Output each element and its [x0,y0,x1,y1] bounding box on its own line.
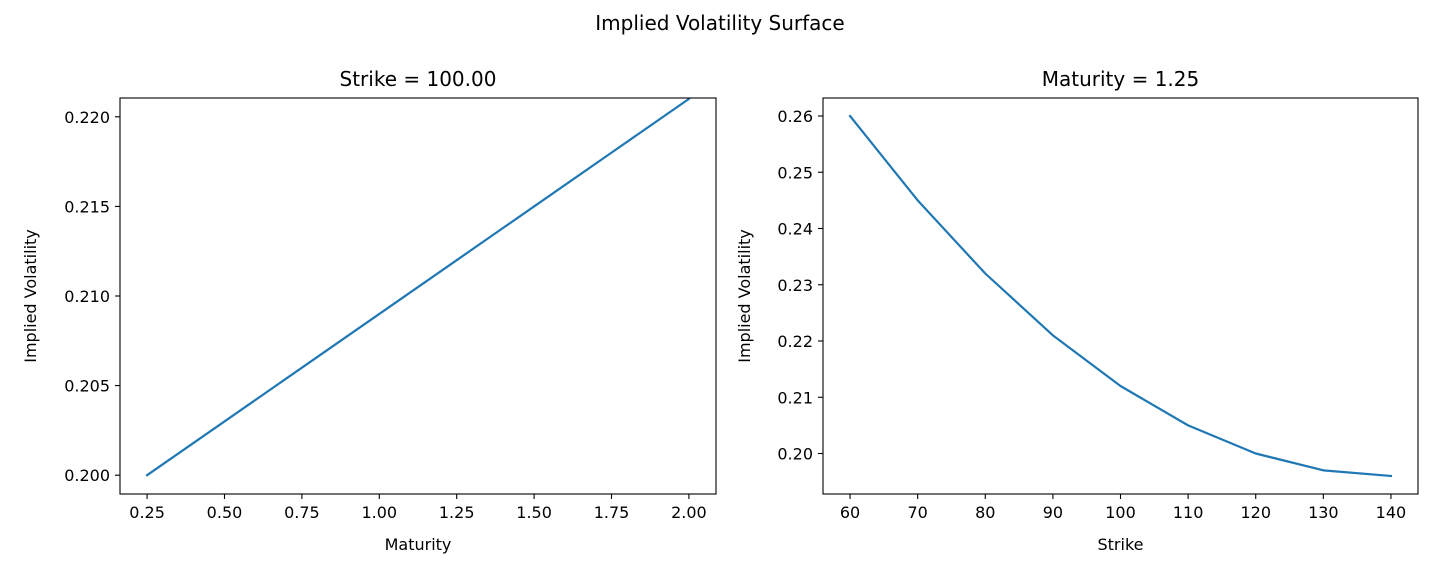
y-tick-label: 0.215 [64,197,110,216]
y-tick-label: 0.205 [64,377,110,396]
panel-title: Strike = 100.00 [340,67,497,91]
x-axis-label: Strike [1098,535,1144,554]
x-tick-label: 60 [840,503,860,522]
y-tick-label: 0.21 [777,388,813,407]
panel-title: Maturity = 1.25 [1042,67,1200,91]
right-panel-maturity-1-25: Maturity = 1.25 60 70 80 90 100 110 120 130 140 0.… [735,67,1419,554]
y-tick-label: 0.220 [64,108,110,127]
x-tick-label: 100 [1105,503,1136,522]
x-tick-label: 1.50 [516,503,552,522]
x-tick-label: 1.25 [439,503,475,522]
x-tick-label: 80 [975,503,995,522]
y-tick-label: 0.22 [777,332,813,351]
x-tick-label: 0.75 [284,503,320,522]
x-tick-label: 1.00 [361,503,397,522]
x-tick-label: 1.75 [594,503,630,522]
x-tick-label: 0.25 [129,503,165,522]
x-tick-label: 130 [1308,503,1339,522]
series-line [848,114,1393,478]
x-tick-label: 2.00 [671,503,707,522]
y-tick-label: 0.26 [777,107,813,126]
x-tick-label: 110 [1173,503,1204,522]
x-tick-label: 140 [1376,503,1407,522]
y-tick-label: 0.23 [777,276,813,295]
x-tick-label: 70 [907,503,927,522]
left-panel-strike-100: Strike = 100.00 0.25 0.50 0.75 1.00 1.25 1.50 1… [21,67,717,554]
y-tick-label: 0.200 [64,466,110,485]
x-tick-label: 90 [1043,503,1063,522]
y-axis-label: Implied Volatility [21,229,40,363]
y-tick-label: 0.20 [777,445,813,464]
figure-suptitle: Implied Volatility Surface [595,11,844,35]
y-tick-label: 0.210 [64,287,110,306]
x-tick-label: 0.50 [207,503,243,522]
y-tick-label: 0.25 [777,163,813,182]
x-axis-label: Maturity [385,535,452,554]
y-tick-label: 0.24 [777,220,813,239]
x-tick-label: 120 [1240,503,1271,522]
y-axis-label: Implied Volatility [735,229,754,363]
series-line [145,97,691,477]
